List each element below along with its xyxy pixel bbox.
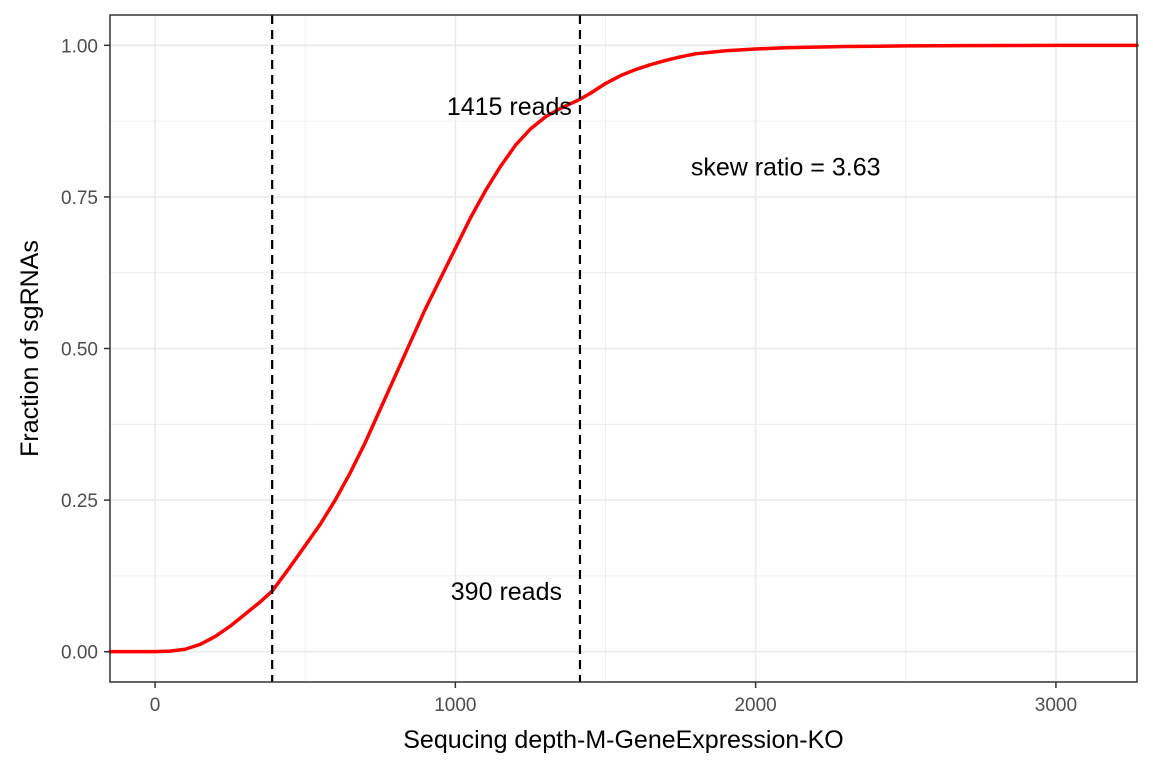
y-tick-label: 0.25 — [61, 491, 98, 512]
x-tick-label: 3000 — [1035, 695, 1077, 716]
y-tick-label: 0.00 — [61, 643, 98, 664]
series-layer — [108, 43, 1139, 654]
y-axis-title: Fraction of sgRNAs — [16, 240, 44, 457]
cumulative-fraction-line — [108, 43, 1139, 654]
x-tick-label: 1000 — [434, 695, 476, 716]
y-tick-label: 0.50 — [61, 340, 98, 361]
threshold-lines — [271, 15, 582, 682]
annotations: 1415 reads 390 reads skew ratio = 3.63 — [447, 93, 881, 606]
annotation-label: 390 reads — [451, 578, 562, 606]
annotation-label: 1415 reads — [447, 93, 572, 121]
y-axis-ticks: 0.00 0.25 0.50 0.75 1.00 — [61, 36, 110, 664]
y-tick-label: 0.75 — [61, 188, 98, 209]
x-axis-title: Sequcing depth-M-GeneExpression-KO — [403, 726, 844, 754]
annotation-label: skew ratio = 3.63 — [691, 154, 881, 182]
grid — [110, 15, 1137, 682]
x-tick-label: 0 — [150, 695, 161, 716]
x-axis-ticks: 0 1000 2000 3000 — [150, 682, 1077, 716]
y-tick-label: 1.00 — [61, 36, 98, 57]
x-tick-label: 2000 — [734, 695, 776, 716]
